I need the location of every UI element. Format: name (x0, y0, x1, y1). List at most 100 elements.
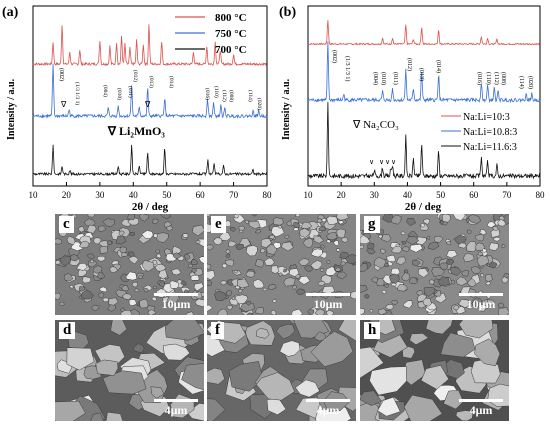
particle (409, 244, 423, 253)
particle (466, 229, 472, 235)
particle (180, 281, 187, 286)
legend-label-b2: Na:Li=10.8:3 (463, 127, 517, 138)
impurity-marker-a1: ∇ (60, 100, 67, 109)
legend-label-b1: Na:Li=10:3 (463, 112, 510, 123)
particle (120, 252, 129, 257)
series-line-750-c (32, 63, 268, 119)
particle (302, 237, 313, 249)
impurity-note-a: ∇ Li₂MnO₃ (107, 124, 165, 138)
x-tick-label-70: 70 (502, 190, 512, 200)
particle (89, 259, 95, 264)
particle (360, 307, 365, 315)
particle (443, 390, 464, 410)
particle (420, 223, 425, 228)
x-tick-label-20: 20 (62, 190, 72, 200)
particle (463, 252, 475, 263)
particle (426, 236, 431, 240)
particle (155, 249, 160, 254)
particle (185, 311, 195, 315)
particle (98, 292, 105, 299)
particle (147, 309, 157, 315)
particle (333, 240, 339, 247)
particle (95, 359, 119, 376)
particle (207, 244, 214, 251)
particle (219, 231, 232, 242)
particle (319, 267, 324, 272)
particle (283, 277, 296, 287)
particle (228, 240, 237, 248)
particle (151, 296, 157, 302)
x-tick-label-80: 80 (536, 190, 546, 200)
particle (474, 242, 486, 251)
particle (194, 298, 204, 308)
particle (132, 342, 145, 354)
particle (245, 245, 258, 257)
particle (290, 308, 304, 315)
particle (102, 297, 110, 302)
particle (295, 214, 301, 218)
particle (55, 400, 86, 421)
particle (345, 254, 356, 264)
particle (400, 231, 406, 236)
particle (381, 289, 387, 294)
particle (207, 270, 216, 281)
y-axis-label-a: Intensity / a.u. (6, 78, 17, 140)
particle (412, 259, 421, 267)
particle (244, 220, 249, 225)
particle (162, 296, 170, 303)
peak-label-b-002: (002) (331, 50, 338, 63)
particle (437, 276, 450, 286)
particle (409, 333, 429, 346)
impurity-marker-a2: ∇ (144, 100, 151, 109)
particle (369, 366, 407, 396)
particle (422, 297, 432, 307)
particle (299, 227, 311, 238)
x-tick-label-50: 50 (436, 190, 446, 200)
particle (157, 269, 168, 280)
particle (386, 254, 396, 263)
particle (307, 309, 314, 315)
peak-label-b-016: (016) (476, 72, 483, 85)
peak-label-a-114: (114) (247, 90, 254, 102)
particle (59, 301, 65, 306)
particle (150, 386, 165, 399)
particle (171, 268, 182, 276)
particle (264, 257, 275, 266)
particle (195, 239, 201, 244)
scale-bar-h: 4μm (459, 399, 503, 418)
particle (476, 255, 489, 267)
particle (314, 331, 327, 342)
sem-panel-g: g 10μm (360, 214, 509, 315)
particle (284, 234, 290, 239)
impurity-note-b: ∇ Na₂CO₃ (352, 119, 399, 131)
particle (452, 214, 466, 221)
particle (228, 361, 264, 392)
series-line-700-c (32, 144, 268, 177)
particle (238, 229, 244, 234)
particle (169, 280, 180, 289)
particle (434, 292, 447, 304)
particle (256, 328, 270, 339)
particle (385, 304, 394, 310)
particle (471, 301, 480, 307)
particle (245, 270, 256, 278)
particle (401, 272, 410, 282)
particle (458, 320, 494, 339)
particle (108, 297, 119, 306)
particle (440, 332, 476, 358)
particle (446, 241, 452, 246)
peak-label-a-012: (012) (132, 70, 139, 82)
particle (373, 256, 388, 269)
particle (360, 285, 368, 293)
particle (458, 298, 470, 309)
particle (338, 320, 356, 342)
particle (164, 320, 204, 341)
particle (420, 365, 450, 390)
particle (87, 260, 98, 268)
particle (338, 220, 344, 225)
particle (105, 411, 124, 421)
particle (118, 230, 125, 237)
x-tick-label-50: 50 (162, 190, 172, 200)
impurity-marker-b1: ∨ (369, 158, 374, 166)
particle (360, 346, 384, 379)
